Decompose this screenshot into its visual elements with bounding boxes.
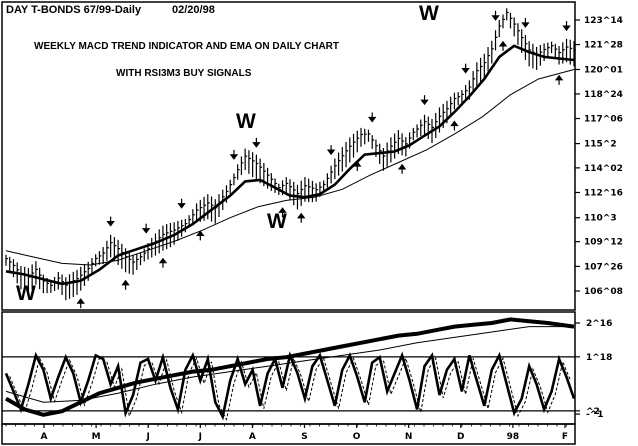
chart-title: DAY T-BONDS 67/99-Daily: [6, 4, 142, 16]
buy-signal-arrowhead: [297, 212, 306, 219]
sell-signal-arrowhead: [141, 228, 151, 234]
sell-signal-arrowhead: [420, 99, 429, 106]
price-tick-label: 110^3: [584, 214, 617, 224]
buy-signal-arrowhead: [278, 207, 287, 213]
sell-signal-arrowhead: [177, 203, 186, 209]
buy-signal-arrowhead: [397, 163, 407, 170]
buy-signal-arrowhead: [498, 40, 508, 47]
price-panel-frame: [1, 1, 576, 311]
wave-label: W: [419, 2, 439, 25]
sell-signal-arrowhead: [229, 154, 239, 160]
month-tick-label: J: [146, 432, 150, 442]
price-tick-label: 109^12: [584, 238, 623, 248]
sell-signal-arrowhead: [368, 116, 377, 123]
indicator-axis: 2^16 1^18 ^2-^1: [575, 319, 612, 420]
sell-signal-arrowhead: [461, 68, 470, 74]
buy-signal-arrowhead: [196, 230, 205, 236]
indicator-tick-label: ^2: [586, 407, 600, 417]
price-bars: [5, 8, 576, 301]
price-tick-label: 114^02: [584, 164, 623, 174]
sell-signal-arrowhead: [491, 15, 500, 21]
month-axis: A M J J A S O N D 98 F: [5, 424, 568, 442]
price-axis: 123^14 121^28 120^01 118^24 117^06 115^2 114^0…: [575, 16, 623, 297]
month-tick-label: F: [562, 432, 568, 442]
price-tick-label: 112^16: [584, 188, 623, 198]
month-tick-label: D: [457, 432, 464, 442]
price-tick-label: 115^2: [584, 140, 617, 150]
month-tick-label: O: [353, 432, 361, 442]
price-tick-label: 123^14: [584, 16, 623, 26]
macd-signal-line: [5, 326, 574, 403]
month-tick-label: J: [198, 432, 202, 442]
indicator-tick-label: 2^16: [586, 319, 612, 329]
month-tick-label: M: [92, 432, 101, 442]
chart-date: 02/20/98: [172, 4, 215, 16]
sell-signal-arrowhead: [252, 142, 261, 148]
sell-signal-arrowhead: [106, 220, 115, 227]
sell-signal-arrowhead: [562, 25, 571, 32]
month-tick-label: A: [41, 432, 48, 442]
month-tick-label: 98: [507, 432, 520, 442]
sell-signal-arrowhead: [326, 149, 336, 156]
wave-label: W: [16, 282, 36, 305]
sell-signal-arrowhead: [521, 22, 530, 28]
price-tick-label: 120^01: [584, 65, 623, 75]
wave-label: W: [236, 110, 256, 133]
annotation-line-1: WEEKLY MACD TREND INDICATOR AND EMA ON D…: [34, 41, 339, 52]
annotation-line-2: WITH RSI3M3 BUY SIGNALS: [116, 68, 252, 79]
price-tick-label: 121^28: [584, 41, 623, 51]
price-tick-label: 106^08: [584, 287, 623, 297]
buy-signal-arrowhead: [76, 298, 85, 304]
indicator-panel-frame: [1, 311, 576, 425]
buy-signal-arrowhead: [450, 120, 459, 127]
ema-lines: [5, 44, 575, 286]
ema-slow-line: [5, 69, 575, 266]
price-tick-label: 118^24: [584, 90, 623, 100]
signal-arrows: [76, 10, 571, 309]
month-tick-label: S: [301, 432, 307, 442]
buy-signal-arrowhead: [158, 257, 168, 264]
buy-signal-arrowhead: [554, 74, 564, 81]
indicator-tick-label: -^1: [586, 410, 604, 420]
buy-signal-arrowhead: [353, 160, 362, 167]
month-axis-frame: [1, 423, 576, 445]
indicator-tick-label: 1^18: [586, 353, 612, 363]
price-tick-label: 107^26: [584, 262, 623, 272]
rsi-line: [4, 351, 576, 421]
indicator-lines: [2, 317, 576, 421]
month-tick-label: N: [405, 432, 413, 442]
wave-label: W: [267, 210, 287, 233]
ema-fast-line: [5, 44, 575, 286]
price-tick-label: 117^06: [584, 115, 623, 125]
macd-line: [4, 317, 575, 417]
month-tick-label: A: [249, 432, 256, 442]
buy-signal-arrowhead: [121, 279, 130, 286]
